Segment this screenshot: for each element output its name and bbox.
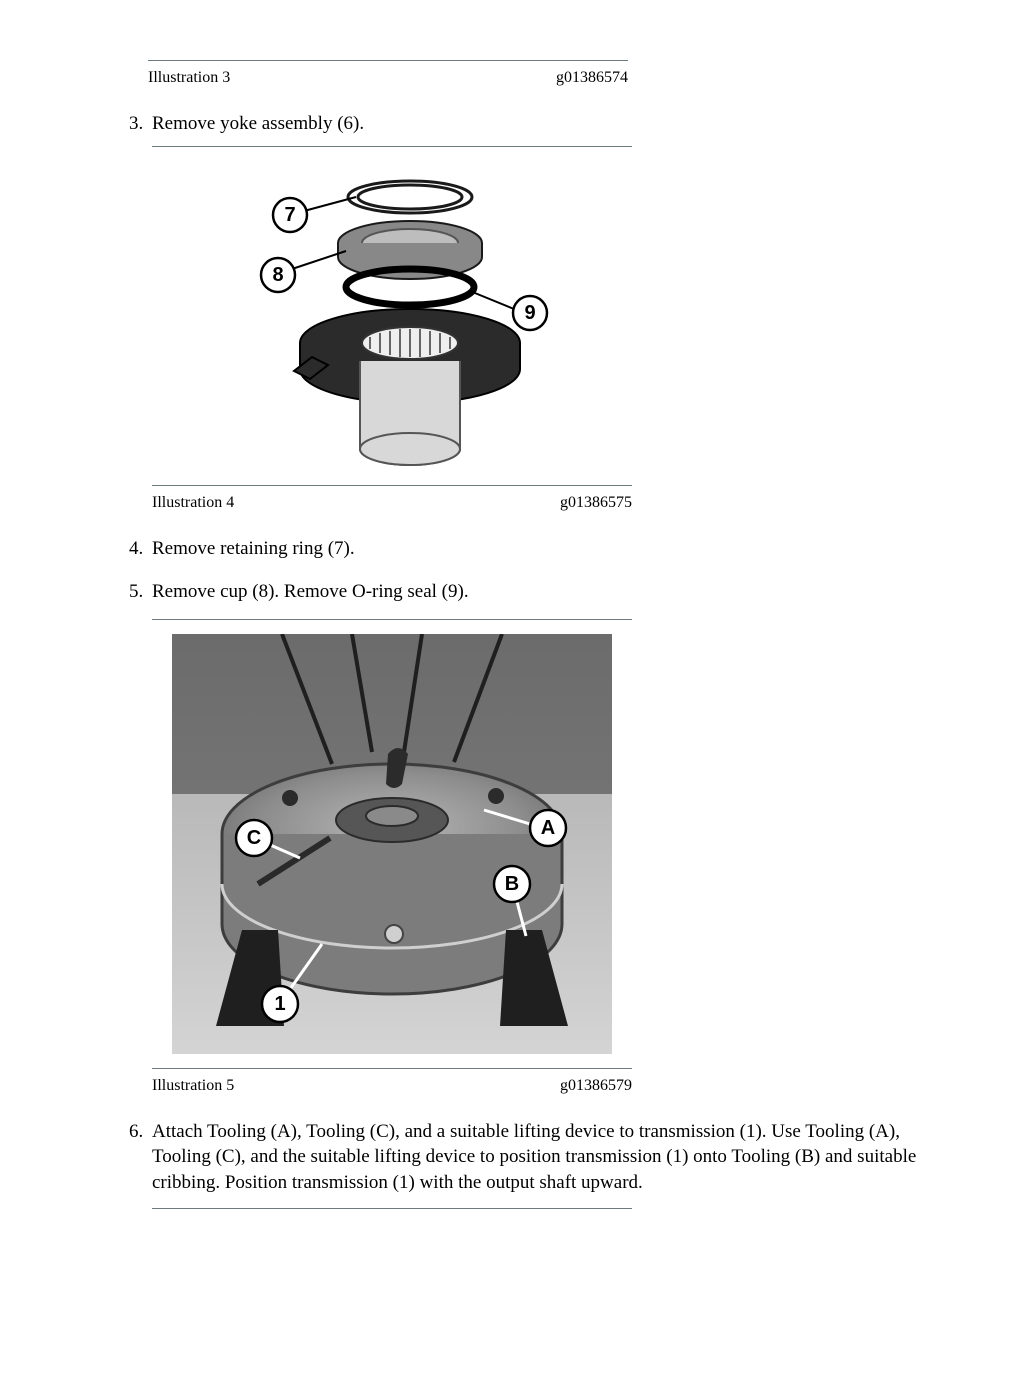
eyebolt-left — [282, 790, 298, 806]
callout-9-label: 9 — [524, 302, 535, 324]
step-5-text: Remove cup (8). Remove O-ring seal (9). — [152, 581, 469, 602]
leader-7 — [304, 197, 356, 211]
caption-row-5: Illustration 5 g01386579 — [152, 1068, 632, 1101]
eyebolt-right — [488, 788, 504, 804]
rule-after-step6 — [152, 1208, 632, 1209]
caption-right-3: g01386574 — [556, 67, 628, 89]
caption-right-4: g01386575 — [560, 492, 632, 514]
callout-1-label: 1 — [274, 993, 285, 1015]
bolt — [385, 925, 403, 943]
caption-left-5: Illustration 5 — [152, 1075, 234, 1097]
step-3-text: Remove yoke assembly (6). — [152, 113, 364, 134]
step-4-text: Remove retaining ring (7). — [152, 538, 355, 559]
callout-c-label: C — [247, 827, 261, 849]
callout-7-label: 7 — [284, 204, 295, 226]
callout-a-label: A — [541, 817, 555, 839]
callout-b-label: B — [505, 873, 519, 895]
figure-4-block: 7 8 9 Illustration 4 g01386575 — [152, 146, 632, 518]
figure-6-top-rule — [152, 1208, 632, 1209]
figure-3-caption-block: Illustration 3 g01386574 — [148, 60, 628, 93]
illustration-4-svg: 7 8 9 — [182, 161, 602, 471]
caption-left-4: Illustration 4 — [152, 492, 234, 514]
step-6-text: Attach Tooling (A), Tooling (C), and a s… — [152, 1121, 916, 1193]
illus5-box: A B C 1 — [152, 619, 632, 1068]
illus4-box: 7 8 9 — [152, 146, 632, 485]
callout-8-label: 8 — [272, 264, 283, 286]
caption-row-4: Illustration 4 g01386575 — [152, 485, 632, 518]
step-6: Attach Tooling (A), Tooling (C), and a s… — [148, 1119, 934, 1209]
figure-5-block: A B C 1 Illustration 5 g01386 — [152, 619, 632, 1101]
step-5: Remove cup (8). Remove O-ring seal (9). — [148, 579, 934, 1100]
retaining-ring-inner — [358, 185, 462, 209]
output-shaft — [366, 806, 418, 826]
step-4: Remove retaining ring (7). — [148, 536, 934, 562]
procedure-list: Remove yoke assembly (6). — [110, 111, 934, 1209]
caption-right-5: g01386579 — [560, 1075, 632, 1097]
leader-9 — [470, 291, 514, 309]
caption-row-3: Illustration 3 g01386574 — [148, 61, 628, 93]
caption-left-3: Illustration 3 — [148, 67, 230, 89]
step-3: Remove yoke assembly (6). — [148, 111, 934, 518]
cylinder-bottom — [360, 433, 460, 465]
illustration-5-svg: A B C 1 — [172, 634, 612, 1054]
